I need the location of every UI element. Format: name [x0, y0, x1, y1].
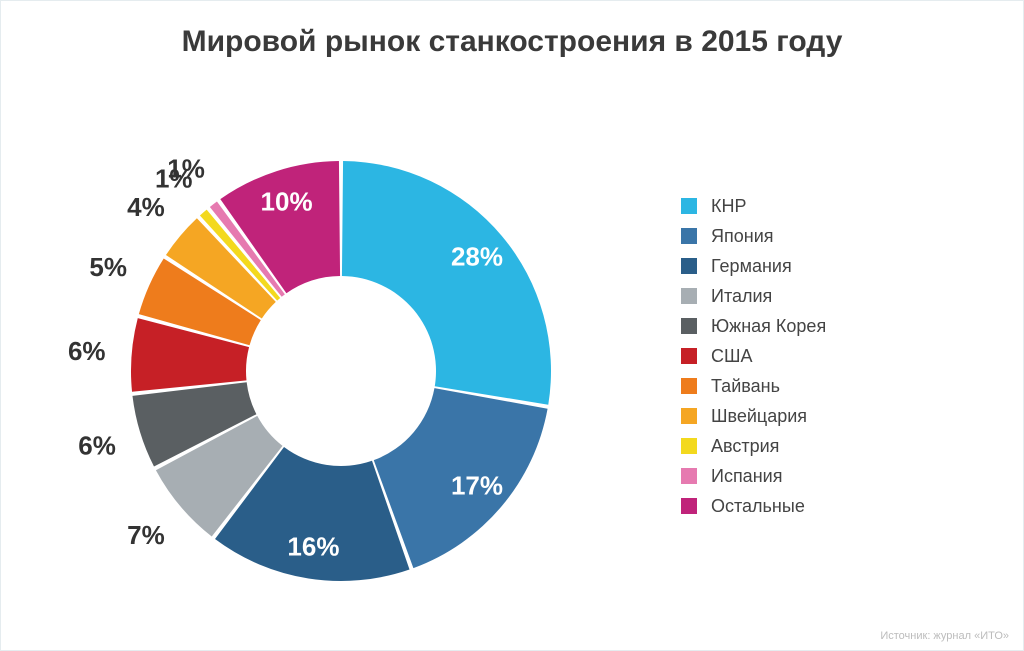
- legend-swatch: [681, 228, 697, 244]
- slice-label: 1%: [155, 164, 193, 194]
- slice-label: 4%: [127, 192, 165, 222]
- legend: КНР Япония Германия Италия Южная Корея США Тай…: [681, 191, 981, 521]
- legend-label: Япония: [711, 226, 774, 247]
- legend-label: Остальные: [711, 496, 805, 517]
- legend-item: Италия: [681, 281, 981, 311]
- legend-item: КНР: [681, 191, 981, 221]
- legend-label: США: [711, 346, 753, 367]
- legend-item: Австрия: [681, 431, 981, 461]
- legend-swatch: [681, 258, 697, 274]
- legend-item: Остальные: [681, 491, 981, 521]
- slice-label: 1%: [167, 153, 205, 183]
- donut-slice: [374, 388, 548, 568]
- slice-label: 6%: [68, 336, 106, 366]
- legend-label: Испания: [711, 466, 782, 487]
- legend-item: Япония: [681, 221, 981, 251]
- legend-label: Германия: [711, 256, 792, 277]
- legend-swatch: [681, 348, 697, 364]
- slice-label: 5%: [89, 252, 127, 282]
- legend-item: Испания: [681, 461, 981, 491]
- chart-container: Мировой рынок станкостроения в 2015 году…: [0, 0, 1024, 651]
- source-text: Источник: журнал «ИТО»: [880, 630, 1009, 642]
- legend-item: Германия: [681, 251, 981, 281]
- donut-chart: 28%17%16%7%6%6%5%4%1%1%10%: [61, 81, 621, 641]
- legend-label: Южная Корея: [711, 316, 826, 337]
- legend-swatch: [681, 408, 697, 424]
- legend-label: Австрия: [711, 436, 779, 457]
- legend-swatch: [681, 498, 697, 514]
- legend-item: Швейцария: [681, 401, 981, 431]
- slice-label: 6%: [78, 430, 116, 460]
- legend-swatch: [681, 438, 697, 454]
- legend-swatch: [681, 318, 697, 334]
- legend-label: КНР: [711, 196, 747, 217]
- legend-label: Тайвань: [711, 376, 780, 397]
- legend-swatch: [681, 468, 697, 484]
- legend-swatch: [681, 378, 697, 394]
- legend-item: США: [681, 341, 981, 371]
- chart-title: Мировой рынок станкостроения в 2015 году: [1, 25, 1023, 59]
- legend-swatch: [681, 198, 697, 214]
- legend-label: Швейцария: [711, 406, 807, 427]
- legend-item: Южная Корея: [681, 311, 981, 341]
- donut-svg: 28%17%16%7%6%6%5%4%1%1%10%: [61, 81, 621, 641]
- legend-label: Италия: [711, 286, 772, 307]
- slice-label: 7%: [127, 520, 165, 550]
- legend-item: Тайвань: [681, 371, 981, 401]
- legend-swatch: [681, 288, 697, 304]
- donut-slice: [342, 161, 551, 405]
